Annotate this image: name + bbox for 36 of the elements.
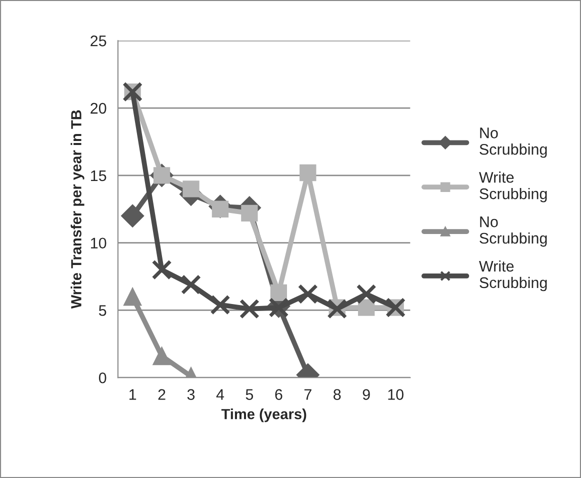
y-tick-label: 5 xyxy=(98,305,106,316)
legend-label: Write Scrubbing xyxy=(479,172,547,202)
point xyxy=(300,164,316,182)
x-tick-label: 1 xyxy=(129,389,136,400)
point xyxy=(241,204,258,222)
x-tick-label: 6 xyxy=(275,389,282,400)
legend-label: No Scrubbing xyxy=(480,216,547,247)
y-tick-label: 10 xyxy=(91,238,106,249)
x-tick-label: 2 xyxy=(158,389,166,400)
point xyxy=(358,299,375,316)
point xyxy=(356,284,376,304)
point xyxy=(270,284,288,302)
x-tick-label: 7 xyxy=(304,389,312,400)
point xyxy=(124,288,142,306)
legend-label: No Scrubbing xyxy=(480,128,547,158)
x-tick-label: 10 xyxy=(388,389,404,400)
point xyxy=(152,347,171,366)
x-tick-label: 3 xyxy=(187,389,195,400)
x-tick-label: 8 xyxy=(334,389,341,400)
y-tick-label: 20 xyxy=(90,102,106,114)
y-tick-label: 25 xyxy=(90,36,106,46)
x-axis-title: Time (years) xyxy=(221,408,306,422)
y-tick-label: 0 xyxy=(98,372,106,384)
point xyxy=(210,294,230,315)
y-axis-title: Write Transfer per year in TB xyxy=(70,110,84,309)
point xyxy=(239,298,260,319)
point xyxy=(121,204,144,228)
x-tick-label: 5 xyxy=(246,389,254,400)
x-tick-label: 4 xyxy=(216,389,224,400)
point xyxy=(152,260,172,280)
x-tick-label: 9 xyxy=(362,389,370,400)
y-tick-label: 15 xyxy=(91,170,106,182)
point xyxy=(182,180,200,198)
point xyxy=(180,274,202,295)
point xyxy=(298,284,318,304)
legend-label: Write Scrubbing xyxy=(479,260,547,292)
